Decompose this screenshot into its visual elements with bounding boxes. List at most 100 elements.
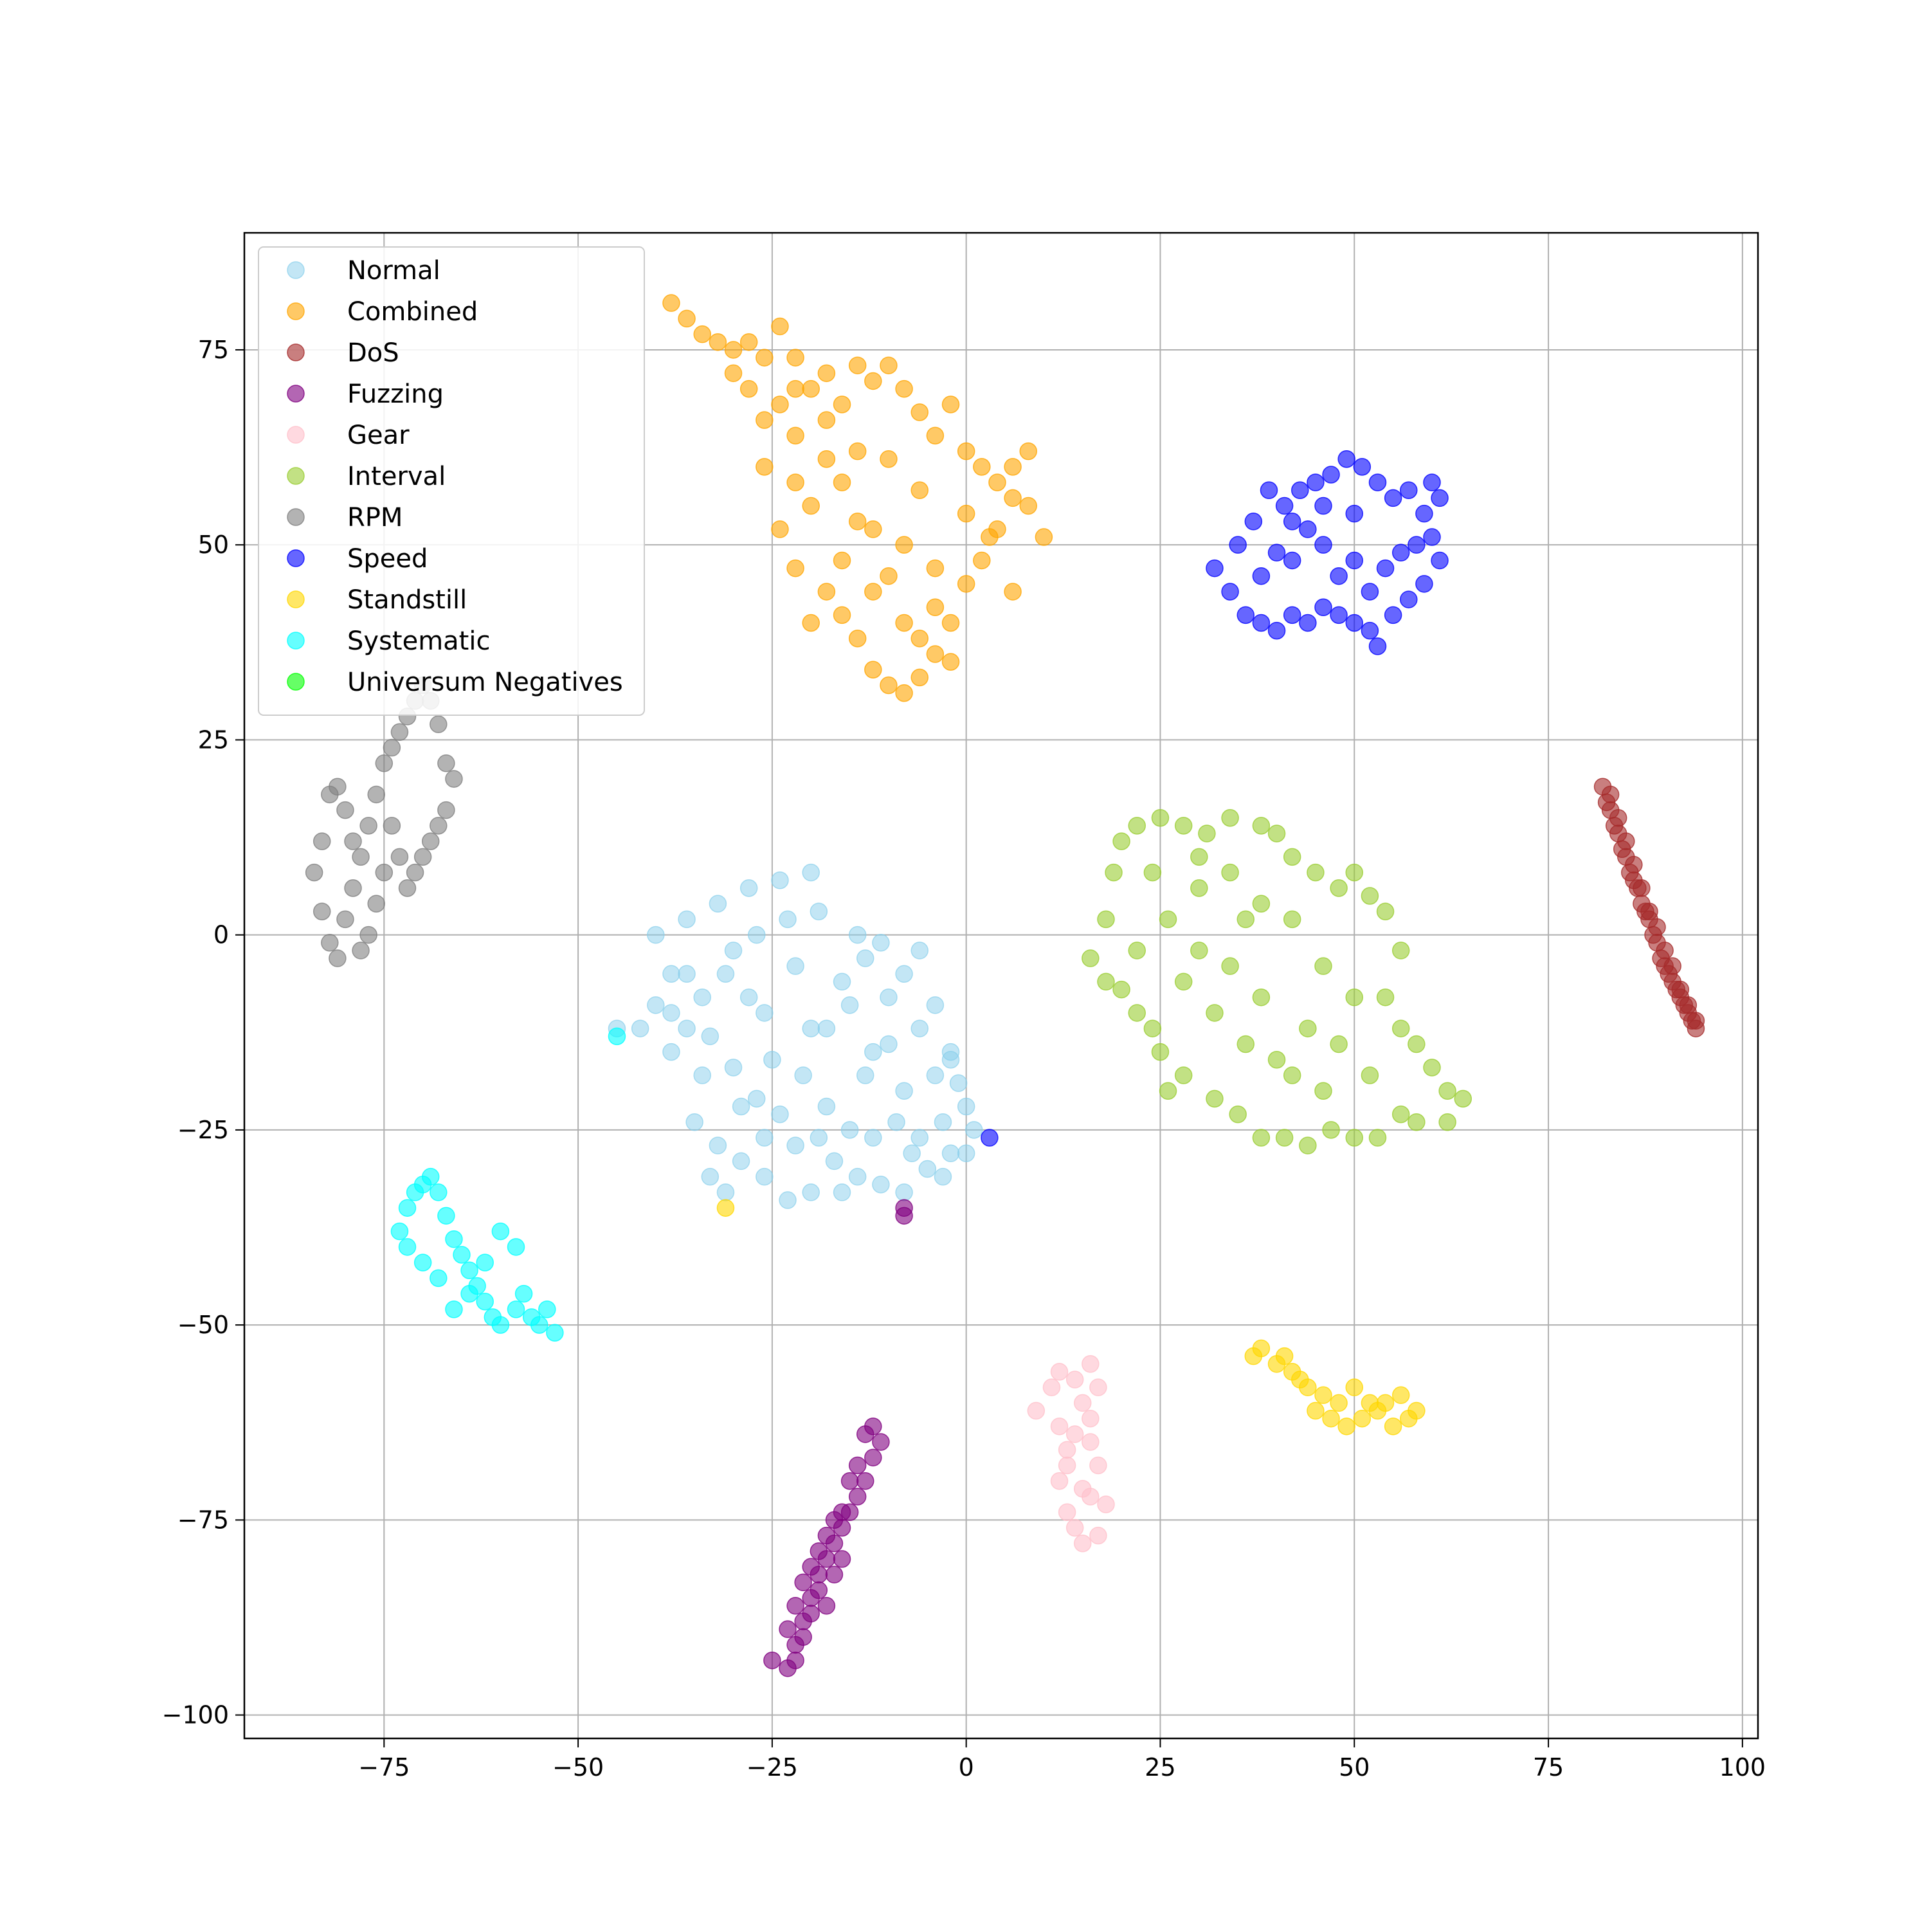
data-point xyxy=(1174,1066,1193,1084)
data-point xyxy=(895,379,913,398)
data-point xyxy=(1283,513,1301,531)
data-point xyxy=(546,1324,564,1342)
data-point xyxy=(817,1526,836,1545)
data-point xyxy=(1307,473,1325,491)
data-point xyxy=(1190,942,1208,960)
data-point xyxy=(910,942,928,960)
data-point xyxy=(1159,910,1177,929)
data-point xyxy=(1058,1456,1076,1475)
y-tick-label: 0 xyxy=(213,921,229,949)
data-point xyxy=(430,1269,448,1288)
y-tick-label: 25 xyxy=(198,725,229,754)
data-point xyxy=(1423,528,1441,546)
data-point xyxy=(756,1004,774,1022)
data-point xyxy=(840,1472,859,1490)
data-point xyxy=(872,1433,890,1451)
data-point xyxy=(1004,489,1022,507)
data-point xyxy=(1400,590,1418,608)
legend-marker xyxy=(287,385,305,403)
data-point xyxy=(1275,1129,1294,1147)
y-axis-ticks: −100 −75 −50 −25 0 25 50 75 xyxy=(162,336,244,1729)
y-tick-label: −100 xyxy=(162,1701,229,1729)
data-point xyxy=(1345,614,1364,632)
data-point xyxy=(1206,559,1224,578)
data-point xyxy=(1423,1059,1441,1077)
grid-lines xyxy=(244,233,1758,1738)
data-point xyxy=(1229,536,1247,554)
data-point xyxy=(352,848,370,866)
data-point xyxy=(786,1597,804,1615)
data-point xyxy=(1361,583,1379,601)
data-point xyxy=(872,1176,890,1194)
data-point xyxy=(1004,458,1022,476)
data-point xyxy=(530,1316,548,1334)
data-point xyxy=(1307,863,1325,882)
data-point xyxy=(1345,1129,1364,1147)
data-point xyxy=(1074,1394,1092,1412)
series-fuzzing xyxy=(763,1199,913,1677)
x-tick-label: −25 xyxy=(747,1753,798,1782)
data-point xyxy=(926,598,945,616)
data-point xyxy=(941,1050,960,1069)
data-point xyxy=(817,450,836,468)
data-point xyxy=(1330,1035,1348,1053)
data-point xyxy=(312,902,331,921)
data-point xyxy=(910,481,928,500)
data-point xyxy=(445,770,463,788)
data-point xyxy=(779,1620,797,1638)
data-point xyxy=(631,1019,649,1037)
data-point xyxy=(1438,1082,1456,1100)
data-point xyxy=(1322,1409,1340,1428)
data-point xyxy=(1376,1394,1395,1412)
x-tick-label: 75 xyxy=(1533,1753,1564,1782)
data-point xyxy=(1050,1417,1069,1435)
data-point xyxy=(375,754,394,772)
data-point xyxy=(1408,1113,1426,1131)
data-point xyxy=(421,1167,440,1186)
data-point xyxy=(794,1066,812,1084)
data-point xyxy=(1283,1066,1301,1084)
data-point xyxy=(1275,1347,1294,1365)
data-point xyxy=(1431,551,1449,570)
data-point xyxy=(864,372,882,390)
series-speed xyxy=(981,450,1449,1147)
data-point xyxy=(794,1573,812,1592)
data-point xyxy=(833,606,851,624)
legend-marker xyxy=(287,632,305,650)
data-point xyxy=(1408,1401,1426,1420)
data-point xyxy=(794,1628,812,1646)
data-point xyxy=(693,325,711,343)
data-point xyxy=(1128,942,1146,960)
data-point xyxy=(701,1027,720,1046)
legend-marker xyxy=(287,467,305,485)
data-point xyxy=(856,1472,874,1490)
data-point xyxy=(810,1542,828,1560)
data-point xyxy=(981,1129,999,1147)
data-point xyxy=(716,965,735,983)
data-point xyxy=(1089,1378,1107,1396)
data-point xyxy=(1322,466,1340,484)
data-point xyxy=(739,333,758,351)
data-point xyxy=(1376,988,1395,1007)
data-point xyxy=(693,1066,711,1084)
data-point xyxy=(973,551,991,570)
data-point xyxy=(786,559,804,578)
data-point xyxy=(1601,785,1620,804)
data-point xyxy=(926,996,945,1014)
data-point xyxy=(880,676,898,695)
data-point xyxy=(802,614,820,632)
data-point xyxy=(321,934,339,952)
data-point xyxy=(1082,1355,1100,1373)
data-point xyxy=(1314,957,1332,975)
legend-marker xyxy=(287,549,305,567)
data-point xyxy=(802,1558,820,1576)
data-point xyxy=(786,379,804,398)
data-point xyxy=(678,910,696,929)
data-point xyxy=(1112,980,1130,999)
data-point xyxy=(724,341,743,359)
data-point xyxy=(460,1261,478,1279)
data-point xyxy=(406,863,424,882)
data-point xyxy=(716,1183,735,1201)
